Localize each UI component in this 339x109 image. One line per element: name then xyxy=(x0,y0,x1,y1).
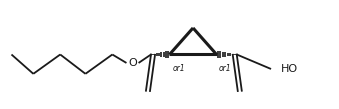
Text: HO: HO xyxy=(280,64,298,74)
Text: or1: or1 xyxy=(218,64,231,73)
Text: O: O xyxy=(128,58,137,68)
Text: or1: or1 xyxy=(172,64,185,73)
